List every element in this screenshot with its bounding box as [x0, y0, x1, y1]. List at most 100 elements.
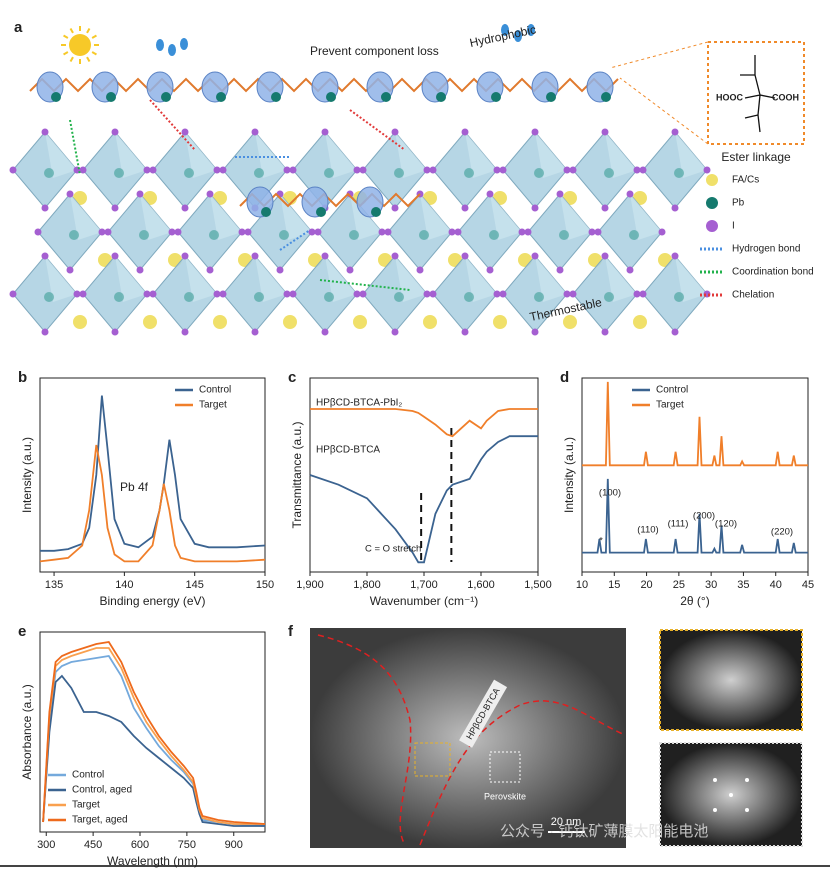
- sun-ray: [63, 34, 69, 39]
- legend-label: Control: [72, 770, 104, 781]
- i-atom: [594, 228, 602, 236]
- x-tick-label: 1,800: [353, 579, 381, 591]
- fa-atom: [633, 315, 647, 329]
- fft-spot: [713, 778, 717, 782]
- i-atom: [66, 266, 74, 274]
- i-atom: [569, 290, 577, 298]
- i-atom: [391, 128, 399, 136]
- i-atom: [346, 266, 354, 274]
- pb-atom: [604, 292, 614, 302]
- legend-label: Target: [199, 400, 227, 411]
- fa-atom: [143, 315, 157, 329]
- panel-label: d: [560, 369, 569, 386]
- pb-atom: [44, 168, 54, 178]
- pb-atom: [534, 292, 544, 302]
- pb-atom: [601, 92, 611, 102]
- annotation: (111): [668, 519, 689, 530]
- watermark: 公众号 · 钙钛矿薄膜太阳能电池: [500, 823, 708, 840]
- pb-atom: [436, 92, 446, 102]
- fft-spot: [729, 793, 733, 797]
- octahedron-face: [560, 194, 592, 240]
- water-drop: [168, 44, 176, 56]
- water-drop: [156, 39, 164, 51]
- pb-atom: [674, 168, 684, 178]
- pb-atom: [629, 230, 639, 240]
- i-atom: [391, 252, 399, 260]
- i-atom: [499, 290, 507, 298]
- pb-atom: [371, 207, 381, 217]
- x-axis-label: Wavelength (nm): [107, 854, 198, 868]
- annotation: Pb 4f: [120, 480, 149, 494]
- octahedron-face: [255, 256, 287, 302]
- pb-atom: [209, 230, 219, 240]
- octahedron-face: [605, 256, 637, 302]
- legend-label: Chelation: [732, 290, 774, 301]
- i-atom: [9, 166, 17, 174]
- i-atom: [671, 252, 679, 260]
- octahedron-face: [420, 194, 452, 240]
- i-atom: [633, 290, 641, 298]
- i-atom: [563, 166, 571, 174]
- i-atom: [671, 204, 679, 212]
- annotation: (100): [599, 488, 621, 499]
- i-atom: [563, 290, 571, 298]
- series-line: [582, 478, 808, 554]
- i-atom: [531, 252, 539, 260]
- sun-ray: [63, 51, 69, 56]
- roi: [414, 742, 451, 777]
- i-atom: [321, 328, 329, 336]
- i-atom: [111, 328, 119, 336]
- octahedron-face: [395, 256, 427, 302]
- i-atom: [531, 128, 539, 136]
- x-tick-label: 35: [737, 579, 749, 591]
- pb-atom: [184, 292, 194, 302]
- i-atom: [79, 166, 87, 174]
- octahedron-face: [535, 132, 567, 178]
- pb-atom: [381, 92, 391, 102]
- series-line: [42, 641, 266, 825]
- i-atom: [703, 166, 711, 174]
- y-axis-label: Intensity (a.u.): [20, 437, 34, 513]
- fft-spot: [745, 778, 749, 782]
- boundary: [419, 700, 626, 846]
- i-atom: [391, 328, 399, 336]
- pb-atom: [51, 92, 61, 102]
- pb-atom: [69, 230, 79, 240]
- sun-ray: [86, 56, 91, 62]
- x-tick-label: 135: [45, 579, 63, 591]
- chelation: [349, 109, 406, 151]
- i-atom: [461, 204, 469, 212]
- octahedron-face: [675, 256, 707, 302]
- x-tick-label: 150: [256, 579, 274, 591]
- x-tick-label: 10: [576, 579, 588, 591]
- i-atom: [314, 228, 322, 236]
- i-atom: [461, 128, 469, 136]
- x-axis-label: Binding energy (eV): [99, 594, 205, 608]
- plot-frame: [39, 631, 266, 833]
- x-tick-label: 40: [770, 579, 782, 591]
- water-drop: [180, 38, 188, 50]
- pb-atom: [546, 92, 556, 102]
- annotation: C = O stretch: [365, 544, 421, 555]
- i-atom: [149, 290, 157, 298]
- legend-swatch: [706, 220, 718, 232]
- i-atom: [251, 128, 259, 136]
- legend-label: Target: [72, 800, 100, 811]
- series-line: [39, 444, 266, 563]
- octahedron-face: [255, 132, 287, 178]
- i-atom: [486, 190, 494, 198]
- fa-atom: [353, 315, 367, 329]
- i-atom: [601, 252, 609, 260]
- x-tick-label: 30: [705, 579, 717, 591]
- octahedron-face: [490, 194, 522, 240]
- x-axis-label: 2θ (°): [680, 594, 709, 608]
- i-atom: [213, 166, 221, 174]
- pb-atom: [316, 207, 326, 217]
- i-atom: [238, 228, 246, 236]
- x-tick-label: 1,900: [296, 579, 324, 591]
- plot-frame: [581, 377, 809, 573]
- pb-atom: [394, 168, 404, 178]
- sun-ray: [91, 34, 97, 39]
- i-atom: [244, 228, 252, 236]
